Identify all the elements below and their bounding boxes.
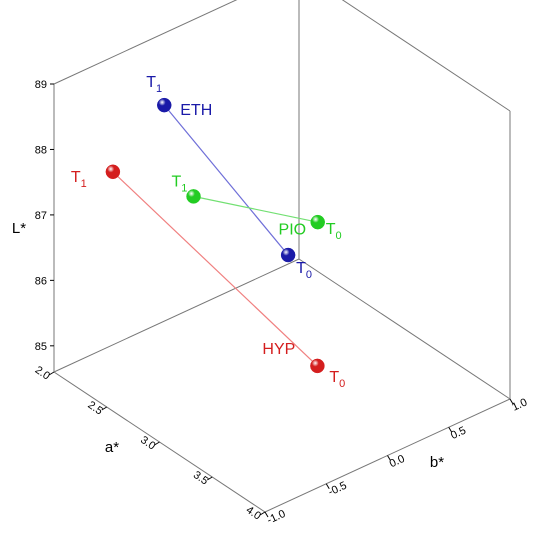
b-tick-mark-3 [448, 426, 453, 433]
box-edge-2 [53, 258, 300, 373]
l-tick-label-3: 88 [35, 144, 47, 156]
l-axis-label: L* [12, 220, 26, 237]
eth-point-label-T1: T1 [146, 74, 162, 95]
l-tick-label-4: 89 [35, 79, 47, 91]
eth-connector-line [163, 104, 289, 256]
axis-box [53, 0, 511, 513]
pio-series-name: PIO [279, 221, 307, 238]
pio-point-T0 [310, 214, 325, 230]
b-tick-label-4: 1.0 [510, 396, 529, 413]
a-axis-label: a* [105, 439, 119, 456]
pio-point-label-T1: T1 [172, 173, 188, 194]
a-tick-label-4: 4.0 [244, 504, 263, 523]
pio-point-label-T0: T0 [326, 221, 342, 242]
pio-connector-line [193, 195, 318, 223]
box-edge-3 [298, 258, 511, 400]
l-tick-label-2: 87 [35, 210, 47, 222]
box-edge-4 [53, 0, 238, 85]
b-tick-label-2: 0.0 [388, 453, 407, 470]
l-tick-label-1: 86 [35, 275, 47, 287]
a-tick-mark-2 [154, 441, 160, 446]
a-tick-mark-1 [101, 406, 108, 411]
b-tick-mark-1 [325, 483, 330, 490]
eth-series-name: ETH [180, 102, 212, 119]
eth-point-label-T0: T0 [296, 260, 312, 281]
pio-point-T1 [186, 189, 201, 204]
a-tick-mark-4 [259, 511, 266, 516]
box-edge-5 [341, 0, 511, 112]
b-tick-mark-2 [387, 455, 391, 461]
hyp-series-name: HYP [262, 341, 295, 358]
hyp-point-label-T1: T1 [71, 169, 87, 190]
point-labels: T1 T0 ETH T1 T0 PIO T1 T0 HYP [71, 74, 345, 390]
hyp-point-T0 [310, 358, 325, 374]
a-tick-label-0: 2.0 [33, 364, 52, 383]
a-tick-label-3: 3.5 [191, 469, 210, 488]
hyp-point-label-T0: T0 [329, 369, 345, 390]
a-tick-mark-0 [48, 371, 55, 376]
b-tick-label-3: 0.5 [449, 425, 468, 442]
eth-point-T0 [280, 247, 296, 263]
hyp-point-T1 [105, 164, 121, 180]
series-lines [112, 104, 318, 367]
b-tick-mark-4 [509, 398, 514, 405]
l-tick-label-0: 85 [35, 341, 47, 353]
a-tick-label-2: 3.0 [138, 434, 157, 453]
a-tick-mark-3 [206, 476, 213, 481]
a-tick-label-1: 2.5 [85, 399, 104, 418]
b-tick-mark-0 [264, 511, 269, 518]
eth-point-T1 [157, 97, 172, 113]
b-axis-label: b* [430, 454, 444, 471]
series-points [105, 97, 325, 374]
hyp-connector-line [112, 171, 318, 367]
